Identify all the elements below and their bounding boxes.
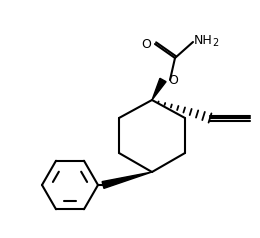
Polygon shape: [102, 172, 152, 188]
Text: 2: 2: [212, 38, 218, 48]
Text: O: O: [168, 74, 178, 88]
Text: NH: NH: [194, 34, 213, 46]
Text: O: O: [141, 38, 151, 50]
Polygon shape: [152, 78, 166, 100]
